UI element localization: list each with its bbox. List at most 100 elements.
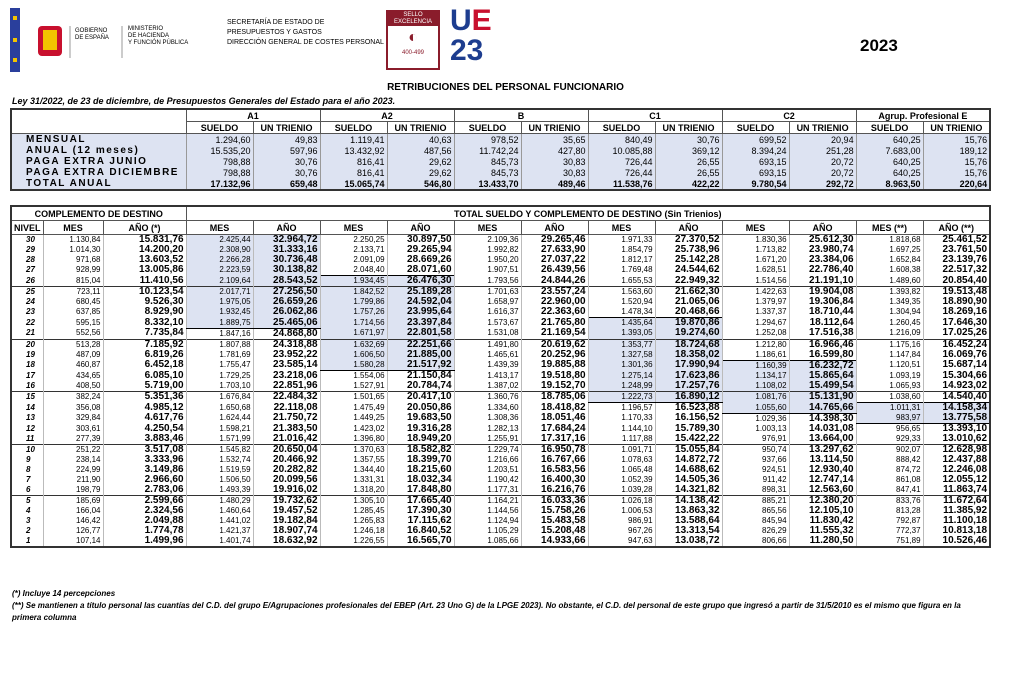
note: (*) Incluye 14 percepciones (12, 589, 116, 598)
amount: 8.394,24 (721, 145, 790, 156)
amount: 18.949,20 (386, 434, 455, 445)
level: 27 (10, 265, 43, 276)
amount: 1.729,25 (185, 370, 254, 381)
amount: 18.215,60 (386, 465, 455, 475)
base-row: PAGA EXTRA JUNIO 798,88 30,76 816,41 29,62 84… (10, 156, 991, 167)
amount: 792,87 (855, 516, 924, 526)
amount: 1.532,74 (185, 455, 254, 465)
left-title: COMPLEMENTO DE DESTINO (10, 205, 187, 221)
amount: 16.599,80 (788, 349, 857, 360)
cd-row: 21 552,56 7.735,84 1.847,16 24.868,80 1.671,9… (10, 328, 991, 339)
amount: 929,33 (855, 434, 924, 445)
amount: 19.457,52 (252, 506, 321, 516)
amount: 1.357,55 (319, 455, 388, 465)
amount: 983,97 (855, 413, 924, 424)
amount: 1.147,84 (855, 349, 924, 360)
amount: 861,08 (855, 475, 924, 485)
amount: 11.538,76 (587, 178, 656, 190)
amount: 1.401,74 (185, 536, 254, 547)
amount: 19.870,86 (654, 317, 723, 328)
cd-row: 2 126,77 1.774,78 1.421,37 18.907,74 1.246,18… (10, 526, 991, 536)
amount: 1.932,45 (185, 307, 254, 318)
amount: 4.985,12 (102, 402, 187, 413)
amount: 15,76 (922, 167, 991, 178)
amount: 813,28 (855, 506, 924, 516)
amount: 1.105,29 (453, 526, 522, 536)
amount: 7.683,00 (855, 145, 924, 156)
amount: 13.433,70 (453, 178, 522, 190)
amount: 13.313,54 (654, 526, 723, 536)
title-row: COMPLEMENTO DE DESTINO TOTAL SUELDO Y COM… (10, 205, 991, 221)
amount: 27.370,52 (654, 234, 723, 245)
amount: 21.016,42 (252, 434, 321, 445)
amount: 3.333,96 (102, 455, 187, 465)
amount: 1.108,02 (721, 381, 790, 392)
amount: 978,52 (453, 133, 522, 145)
amount: 513,28 (42, 338, 103, 350)
column-header: MES (721, 220, 790, 235)
amount: 30.736,48 (252, 255, 321, 265)
level: 30 (10, 234, 43, 245)
amount: 1.616,37 (453, 307, 522, 318)
amount: 1.212,80 (721, 338, 790, 350)
amount: 1.701,63 (453, 286, 522, 297)
amount: 2.091,09 (319, 255, 388, 265)
amount: 2.599,66 (102, 495, 187, 506)
amount: 1.545,82 (185, 444, 254, 455)
amount: 2.048,40 (319, 265, 388, 276)
amount: 15.422,22 (654, 434, 723, 445)
amount: 1.052,39 (587, 475, 656, 485)
amount: 18.710,44 (788, 307, 857, 318)
subheader: SUELDO (587, 121, 656, 134)
amount: 1.078,63 (587, 455, 656, 465)
group-header: Agrup. Profesional E (855, 108, 991, 122)
amount: 11.385,92 (922, 506, 991, 516)
amount: 845,73 (453, 156, 522, 167)
amount: 22.517,32 (922, 265, 991, 276)
amount: 1.413,17 (453, 370, 522, 381)
gov-text: GOBIERNO DE ESPAÑA (75, 28, 109, 41)
amount: 17.516,38 (788, 328, 857, 339)
base-row: ANUAL (12 meses) 15.535,20 597,96 13.432,92… (10, 145, 991, 156)
amount: 22.960,00 (520, 297, 589, 307)
amount: 2.049,88 (102, 516, 187, 526)
amount: 7.735,84 (102, 328, 187, 339)
amount: 303,61 (42, 423, 103, 434)
amount: 15,76 (922, 133, 991, 145)
amount: 1.435,64 (587, 317, 656, 328)
amount: 13.664,00 (788, 434, 857, 445)
amount: 20.050,86 (386, 402, 455, 413)
amount: 12.246,08 (922, 465, 991, 475)
amount: 3.883,46 (102, 434, 187, 445)
amount: 1.246,18 (319, 526, 388, 536)
amount: 16.890,12 (654, 391, 723, 403)
amount: 1.975,05 (185, 297, 254, 307)
amount: 17.257,76 (654, 381, 723, 392)
amount: 166,04 (42, 506, 103, 516)
amount: 595,15 (42, 317, 103, 328)
amount: 30,83 (520, 156, 589, 167)
amount: 20.282,82 (252, 465, 321, 475)
amount: 9.780,54 (721, 178, 790, 190)
amount: 23.557,24 (520, 286, 589, 297)
base-row: TOTAL ANUAL 17.132,96 659,48 15.065,74 546,8… (10, 178, 991, 190)
amount: 1.039,28 (587, 485, 656, 496)
column-header: AÑO (520, 220, 589, 235)
amount: 20.854,40 (922, 275, 991, 287)
amount: 1.624,44 (185, 413, 254, 424)
amount: 26.439,56 (520, 265, 589, 276)
amount: 18.399,70 (386, 455, 455, 465)
amount: 1.275,14 (587, 370, 656, 381)
amount: 17.848,80 (386, 485, 455, 496)
amount: 20.619,62 (520, 338, 589, 350)
cd-row: 16 408,50 5.719,00 1.703,10 22.851,96 1.527,9… (10, 381, 991, 392)
amount: 637,85 (42, 307, 103, 318)
amount: 23.995,64 (386, 307, 455, 318)
subheader-row: SUELDO UN TRIENIO SUELDO UN TRIENIO SUELDO UN… (11, 121, 991, 134)
amount: 28.669,26 (386, 255, 455, 265)
amount: 847,41 (855, 485, 924, 496)
amount: 15.055,84 (654, 444, 723, 455)
amount: 2.966,60 (102, 475, 187, 485)
amount: 21.065,06 (654, 297, 723, 307)
row-label: PAGA EXTRA JUNIO (10, 156, 187, 167)
